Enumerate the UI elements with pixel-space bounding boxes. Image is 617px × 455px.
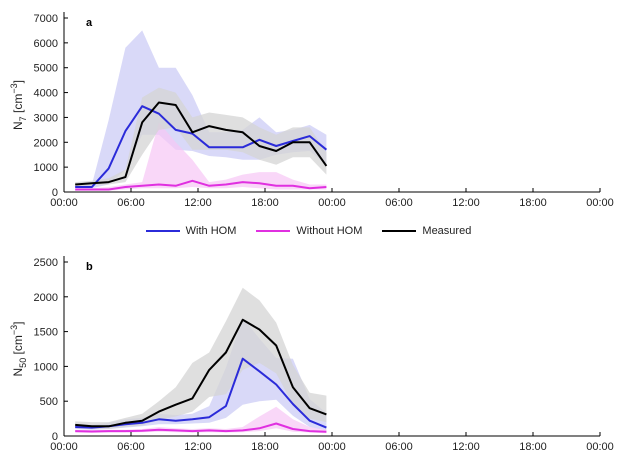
- panel-a-letter: a: [86, 17, 93, 29]
- panel-b-x-tick-label: 06:00: [117, 441, 145, 453]
- panel-a-band-with-hom: [75, 30, 327, 189]
- panel-a-x-tick-label: 06:00: [385, 197, 413, 209]
- panel-b-x-tick-label: 12:00: [452, 441, 480, 453]
- legend-label-without-hom: Without HOM: [296, 225, 363, 237]
- panel-b-y-tick-label: 500: [40, 396, 58, 408]
- panel-a-x-tick-label: 00:00: [586, 197, 614, 209]
- panel-b-line-measured: [75, 318, 327, 428]
- panel-a-line-measured: [75, 101, 328, 186]
- panel-a-y-tick-label: 1000: [34, 162, 58, 174]
- panel-b-y-tick-label: 2000: [34, 292, 58, 304]
- panel-b-y-tick-label: 1000: [34, 361, 58, 373]
- panel-a-x-tick-label: 06:00: [117, 197, 145, 209]
- panel-b-letter: b: [86, 261, 93, 273]
- panel-b-y-axis-label: N50 [cm−3]: [9, 322, 28, 377]
- panel-b-x-tick-label: 00:00: [318, 441, 346, 453]
- panel-a-y-tick-label: 6000: [34, 38, 58, 50]
- legend-swatch-with-hom: [145, 230, 180, 232]
- panel-b-y-tick-label: 1500: [34, 327, 58, 339]
- panel-a-band-measured: [75, 87, 327, 187]
- legend-swatch-measured: [382, 230, 417, 232]
- legend: With HOM Without HOM Measured: [0, 222, 617, 240]
- panel-a-x-tick-label: 18:00: [519, 197, 547, 209]
- panel-a-x-tick-label: 18:00: [251, 197, 279, 209]
- panel-a-x-tick-label: 12:00: [184, 197, 212, 209]
- panel-b-x-tick-label: 00:00: [586, 441, 614, 453]
- legend-label-measured: Measured: [422, 225, 472, 237]
- panel-a-y-tick-label: 7000: [34, 13, 58, 25]
- legend-swatch-without-hom: [256, 230, 291, 232]
- panel-a-line-with-hom: [75, 105, 328, 188]
- panel-b-band-measured: [75, 287, 327, 429]
- panel-b-x-tick-label: 18:00: [519, 441, 547, 453]
- panel-a-y-tick-label: 0: [52, 187, 58, 199]
- panel-b-x-tick-label: 06:00: [385, 441, 413, 453]
- legend-item-measured: Measured: [382, 222, 471, 240]
- panel-a-y-tick-label: 5000: [34, 63, 58, 75]
- legend-item-without-hom: Without HOM: [256, 222, 362, 240]
- panel-a-x-tick-label: 00:00: [50, 197, 78, 209]
- panel-b-line-without-hom: [75, 422, 327, 433]
- panel-a-chart: 0 1000 2000 3000 4000 5000 6000 7000 00:00 06:00 1…: [9, 12, 614, 209]
- panel-a-x-tick-label: 12:00: [452, 197, 480, 209]
- panel-a-y-axis-label: N7 [cm−3]: [9, 80, 28, 130]
- panel-a-line-without-hom: [75, 179, 327, 191]
- panel-a-y-tick-label: 2000: [34, 137, 58, 149]
- panel-a-y-tick-label: 3000: [34, 112, 58, 124]
- panel-a-band-without-hom: [75, 122, 327, 191]
- panel-a-y-tick-label: 4000: [34, 88, 58, 100]
- legend-label-with-hom: With HOM: [185, 225, 237, 237]
- panel-b-x-tick-label: 00:00: [50, 441, 78, 453]
- panel-b-x-tick-label: 18:00: [251, 441, 279, 453]
- panel-a-x-tick-label: 00:00: [318, 197, 346, 209]
- legend-item-with-hom: With HOM: [145, 222, 237, 240]
- panel-b-y-tick-label: 2500: [34, 257, 58, 269]
- panel-b-chart: 0 500 1000 1500 2000 2500 00:00 06:00 12:00 18:00…: [9, 256, 614, 453]
- panel-b-x-tick-label: 12:00: [184, 441, 212, 453]
- panel-b-y-tick-label: 0: [52, 431, 58, 443]
